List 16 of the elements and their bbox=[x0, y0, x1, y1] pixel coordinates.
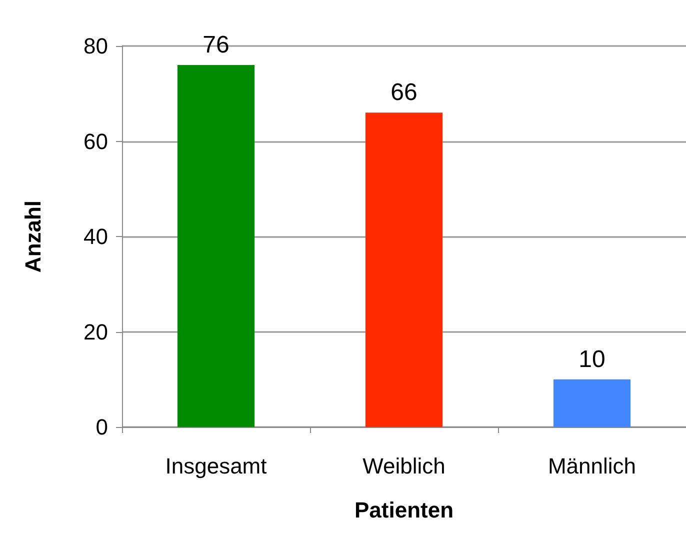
x-axis-title: Patienten bbox=[354, 498, 454, 522]
y-axis-title: Anzahl bbox=[20, 200, 46, 273]
y-tick-label: 20 bbox=[84, 319, 108, 344]
bar bbox=[553, 379, 631, 427]
x-tick-label: Weiblich bbox=[362, 454, 446, 478]
x-tick-label: Insgesamt bbox=[165, 454, 267, 478]
y-tick-label: 40 bbox=[84, 224, 108, 249]
bar bbox=[177, 65, 255, 427]
x-tick-label: Männlich bbox=[548, 454, 636, 478]
data-label: 76 bbox=[202, 32, 230, 59]
data-label: 66 bbox=[390, 79, 418, 106]
data-label: 10 bbox=[578, 346, 606, 373]
y-tick-label: 0 bbox=[96, 414, 108, 440]
y-tick-label: 60 bbox=[84, 128, 108, 154]
y-tick-label: 80 bbox=[84, 34, 108, 58]
bar bbox=[365, 112, 443, 427]
